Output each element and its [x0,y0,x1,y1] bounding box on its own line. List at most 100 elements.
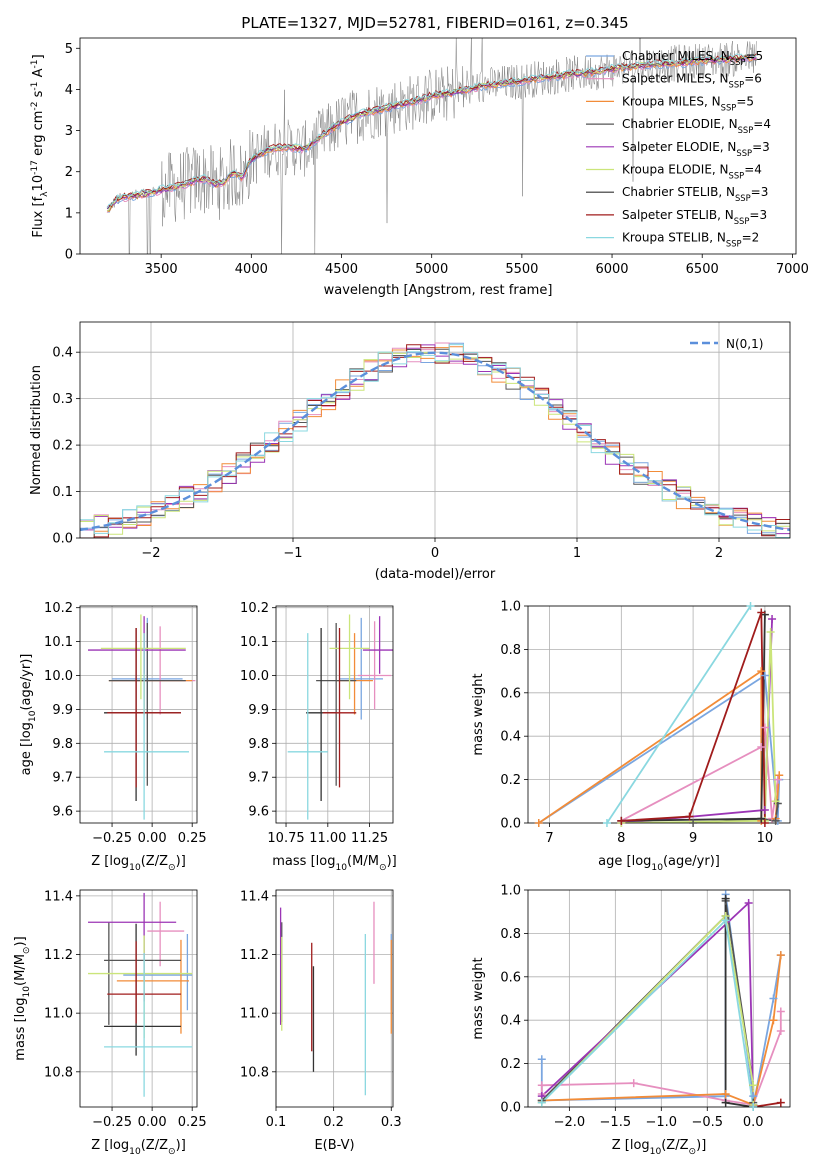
mass-weight-vs-Z-frame [527,889,791,1108]
mass-weight-vs-Z-xlabel: Z [log10(Z/Z⊙)] [612,1138,707,1157]
mass-weight-vs-age-ytick-label: 0.2 [500,773,521,788]
mass-weight-marker [775,771,784,780]
age-vs-mass-frame [275,605,394,824]
mass-weight-marker [771,816,780,825]
mass-weight-vs-Z-ylabel: mass weight [471,957,486,1039]
legend-label: Chabrier ELODIE, NSSP=4 [622,117,771,135]
age-vs-mass-ytick-label: 9.9 [248,703,269,718]
mass-vs-EBV-ytick-label: 11.0 [240,1007,269,1022]
spectrum-frame [79,37,797,255]
residuals-xlabel: (data-model)/error [375,567,496,582]
residuals-ytick-label: 0.2 [52,439,73,454]
mass-weight-vs-age-ytick-label: 0.8 [500,643,521,658]
mass-vs-EBV-xlabel: E(B-V) [314,1138,354,1153]
legend-label: N(0,1) [726,337,763,351]
mass-weight-marker [768,615,777,624]
age-vs-Z-ytick-label: 9.7 [52,771,73,786]
mass-weight-marker [721,894,730,903]
residuals-ytick-label: 0.3 [52,392,73,407]
spectrum-xtick-label: 5000 [415,262,448,277]
spectrum-plot-area [106,38,757,254]
spectrum-ytick-label: 3 [65,124,73,139]
residuals-frame [79,321,791,539]
mass-weight-line [621,631,777,823]
mass-weight-vs-Z-axes: −2.0 −1.5 −1.0 −0.5 0.0 0.0 0.2 0.4 0.6 0.8 1.0 Z [… [471,884,791,1157]
residuals-ytick-label: 0.1 [52,485,73,500]
mass-weight-vs-age-frame [527,605,791,824]
age-vs-mass-ytick-label: 9.7 [248,771,269,786]
mass-weight-marker [773,775,782,784]
mass-vs-EBV-xtick-label: 0.2 [323,1115,344,1130]
mass-weight-line [620,727,779,822]
mass-weight-marker [746,602,755,610]
mass-weight-vs-Z-xtick-label: −1.5 [600,1115,632,1130]
mass-weight-line [606,606,752,823]
spectrum-xtick-label: 6000 [595,262,628,277]
age-vs-mass-ytick-label: 10.2 [240,601,269,616]
mass-weight-marker [776,951,785,960]
mass-vs-EBV-xtick-label: 0.1 [266,1115,287,1130]
mass-weight-marker [721,1098,730,1107]
spectrum-axes: 3500 4000 4500 5000 5500 6000 6500 7000 0 1 2 3 4 5 wa… [30,14,809,298]
legend-label: Kroupa STELIB, NSSP=2 [622,231,759,249]
residuals-xtick-label: −1 [283,546,302,561]
mass-weight-line [541,918,755,1107]
mass-weight-marker [685,812,694,821]
model-spectrum-line [106,53,757,209]
mass-weight-vs-Z-xtick-label: −1.0 [646,1115,678,1130]
mass-weight-vs-age-ylabel: mass weight [471,673,486,755]
legend-label: Salpeter STELIB, NSSP=3 [622,208,767,226]
mass-weight-vs-age-xtick-label: 10 [757,831,774,846]
spectrum-ytick-label: 5 [65,42,73,57]
residuals-xtick-label: −2 [141,546,160,561]
legend-label: Chabrier STELIB, NSSP=3 [622,185,768,203]
mass-weight-marker [537,1081,546,1090]
residuals-xtick-label: 1 [573,546,581,561]
data-spectrum-line [106,38,757,254]
mass-weight-marker [757,814,766,823]
spectrum-title: PLATE=1327, MJD=52781, FIBERID=0161, z=0… [241,14,628,32]
age-vs-Z-ytick-label: 9.8 [52,737,73,752]
mass-weight-vs-Z-ytick-label: 0.8 [500,927,521,942]
mass-weight-vs-age-ytick-label: 0.6 [500,686,521,701]
mass-weight-marker [776,1098,785,1107]
mass-weight-vs-Z-ytick-label: 0.0 [500,1101,521,1116]
mass-weight-vs-age-xtick-label: 7 [545,831,553,846]
residuals-ytick-label: 0.0 [52,532,73,547]
mass-weight-marker [629,1079,638,1088]
mass-weight-vs-Z-xtick-label: 0.0 [743,1115,764,1130]
residuals-axes: −2 −1 0 1 2 0.0 0.1 0.2 0.3 0.4 (data-model)/error… [29,321,791,582]
spectrum-xlabel: wavelength [Angstrom, rest frame] [324,283,553,298]
spectrum-ytick-label: 4 [65,83,73,98]
age-vs-mass-ytick-label: 10.1 [240,635,269,650]
mass-vs-EBV-ytick-label: 10.8 [240,1065,269,1080]
mass-weight-vs-age-xtick-label: 8 [617,831,625,846]
mass-vs-EBV-axes: 0.1 0.2 0.3 10.8 11.0 11.2 11.4 E(B-V) [240,889,402,1153]
mass-weight-marker [537,1055,546,1064]
mass-weight-marker [760,671,769,680]
age-vs-mass-ytick-label: 10.0 [240,669,269,684]
mass-weight-line [621,612,766,823]
spectrum-ytick-label: 0 [65,248,73,263]
mass-vs-EBV-frame [275,889,394,1108]
mass-vs-EBV-xtick-label: 0.3 [381,1115,402,1130]
age-vs-Z-xtick-label: 0.00 [138,831,167,846]
mass-weight-vs-age-plot-area [538,606,781,823]
age-vs-Z-plot-area [88,614,196,820]
mass-weight-marker [617,816,626,825]
mass-weight-line [541,914,755,1105]
mass-vs-Z-axes: −0.25 0.00 0.25 10.8 11.0 11.2 11.4 Z [log10(Z/… [13,889,207,1157]
age-vs-mass-plot-area [287,614,393,820]
mass-weight-marker [749,1081,758,1090]
mass-weight-vs-Z-xtick-label: −2.0 [554,1115,586,1130]
age-vs-Z-xlabel: Z [log10(Z/Z⊙)] [91,854,186,873]
mass-weight-vs-Z-ytick-label: 0.4 [500,1014,521,1029]
mass-weight-line [753,1101,781,1107]
mass-weight-marker [769,994,778,1003]
mass-weight-marker [776,1027,785,1036]
spectrum-xtick-label: 6500 [686,262,719,277]
model-spectrum-line [106,53,757,210]
mass-weight-marker [757,667,766,676]
spectrum-ytick-label: 2 [65,165,73,180]
mass-vs-Z-ytick-label: 11.4 [44,889,73,904]
